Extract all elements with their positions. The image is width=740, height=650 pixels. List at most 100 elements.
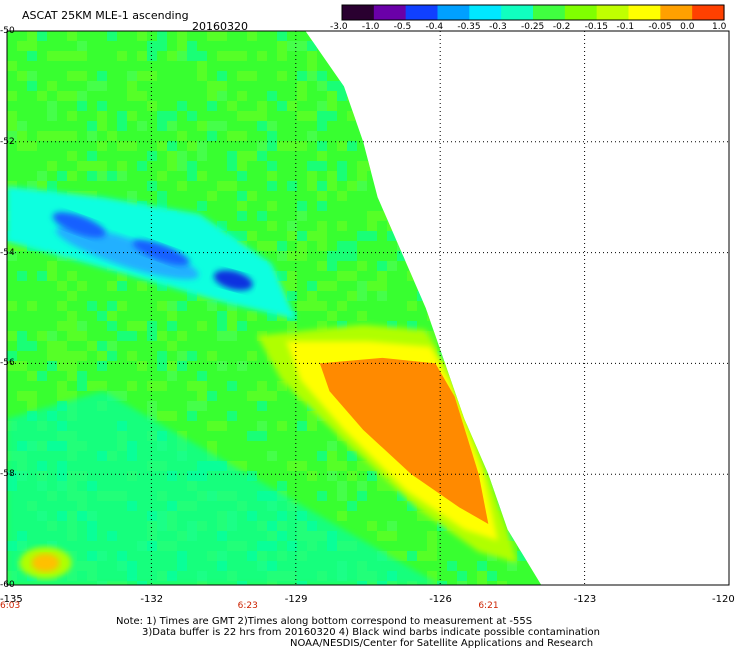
field-cell: [457, 51, 467, 61]
field-cell: [177, 181, 187, 191]
field-cell: [447, 51, 457, 61]
field-cell: [267, 161, 277, 171]
field-cell: [317, 221, 327, 231]
field-cell: [307, 111, 317, 121]
field-cell: [437, 301, 447, 311]
field-cell: [67, 361, 77, 371]
field-cell: [217, 221, 227, 231]
field-cell: [527, 231, 537, 241]
field-blue-core-mid: [132, 239, 190, 266]
colorbar-label: -0.25: [521, 22, 545, 32]
field-cell: [447, 71, 457, 81]
field-cell: [347, 271, 357, 281]
field-cell: [367, 81, 377, 91]
footnote-line-1: Note: 1) Times are GMT 2)Times along bot…: [116, 616, 533, 627]
field-cell: [277, 271, 287, 281]
field-cell: [407, 111, 417, 121]
field-cell: [457, 121, 467, 131]
field-cell: [67, 291, 77, 301]
field-cell: [417, 81, 427, 91]
field-cell: [317, 141, 327, 151]
field-cell: [277, 101, 287, 111]
field-cell: [157, 191, 167, 201]
field-cell: [367, 141, 377, 151]
field-cell: [77, 331, 87, 341]
field-cell: [307, 411, 317, 421]
field-cell: [457, 191, 467, 201]
field-cell: [127, 191, 137, 201]
field-cell: [197, 171, 207, 181]
field-cell: [17, 361, 27, 371]
field-cell: [477, 281, 487, 291]
field-cell: [227, 311, 237, 321]
field-cell: [497, 251, 507, 261]
time-label: 6:21: [478, 601, 499, 611]
field-cell: [277, 481, 287, 491]
field-cell: [47, 351, 57, 361]
field-cell: [127, 351, 137, 361]
field-cell: [7, 61, 17, 71]
field-cell: [257, 121, 267, 131]
y-tick-label: -50: [0, 26, 15, 36]
field-cell: [537, 461, 542, 471]
field-cell: [417, 61, 427, 71]
field-cell: [357, 291, 367, 301]
field-cell: [357, 91, 367, 101]
field-blue-core-east: [213, 270, 253, 291]
field-cell: [347, 471, 357, 481]
field-cell: [307, 131, 317, 141]
field-cell: [537, 341, 542, 351]
field-cell: [427, 211, 437, 221]
field-cell: [297, 251, 307, 261]
field-cell: [367, 161, 377, 171]
field-cell: [437, 71, 447, 81]
field-cell: [317, 181, 327, 191]
field-cell: [307, 291, 317, 301]
field-cell: [97, 171, 107, 181]
field-cell: [367, 231, 377, 241]
field-cell: [97, 101, 107, 111]
field-cell: [237, 91, 247, 101]
field-cell: [427, 151, 437, 161]
field-cell: [237, 71, 247, 81]
field-cell: [147, 381, 157, 391]
field-cell: [327, 441, 337, 451]
field-cell: [7, 241, 17, 251]
field-cell: [247, 351, 257, 361]
field-sw-patch-core: [31, 553, 60, 572]
field-cell: [107, 301, 117, 311]
field-cell: [537, 481, 542, 491]
field-cell: [247, 31, 257, 41]
field-cell: [117, 51, 127, 61]
field-cell: [7, 251, 17, 261]
field-cell: [87, 171, 97, 181]
field-cell: [267, 171, 277, 181]
field-cell: [77, 381, 87, 391]
field-cell: [507, 561, 517, 571]
field-cell: [337, 241, 347, 251]
time-label: 6:23: [237, 601, 258, 611]
field-cell: [357, 231, 367, 241]
field-cell: [7, 111, 17, 121]
field-cell: [317, 161, 327, 171]
field-cell: [397, 211, 407, 221]
field-cell: [317, 231, 327, 241]
field-cell: [487, 241, 497, 251]
field-cell: [357, 461, 367, 471]
field-cell: [427, 111, 437, 121]
field-cell: [47, 51, 57, 61]
field-cell: [67, 331, 77, 341]
field-cell: [317, 261, 327, 271]
field-cell: [517, 201, 527, 211]
field-cell: [47, 111, 57, 121]
field-cell: [17, 121, 27, 131]
field-cell: [437, 351, 447, 361]
field-cell: [307, 51, 317, 61]
field-cell: [437, 521, 447, 531]
field-cell: [247, 191, 257, 201]
field-cell: [527, 331, 537, 341]
field-cell: [527, 301, 537, 311]
field-cell: [187, 51, 197, 61]
colorbar-label: -0.3: [489, 22, 507, 32]
field-cell: [307, 71, 317, 81]
